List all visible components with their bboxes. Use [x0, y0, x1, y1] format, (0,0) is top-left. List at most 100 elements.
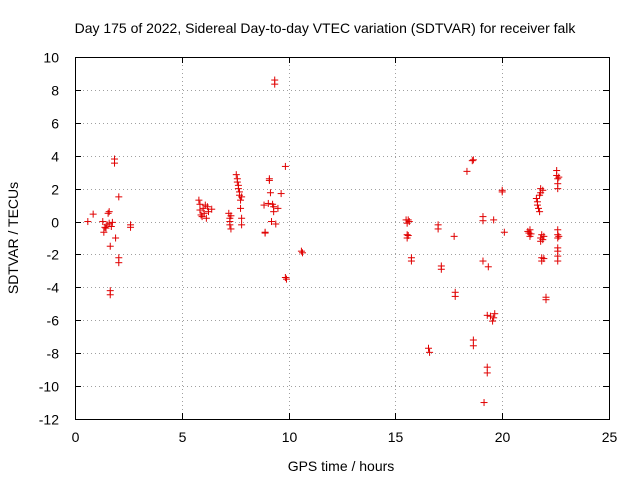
- y-tick-label: -8: [47, 346, 60, 362]
- data-point: [282, 275, 290, 283]
- x-tick-label: 5: [179, 429, 187, 445]
- data-point: [489, 317, 497, 325]
- data-point: [480, 399, 488, 407]
- data-point: [491, 310, 499, 318]
- data-point: [232, 171, 240, 179]
- data-point: [104, 209, 112, 217]
- data-point: [405, 218, 413, 226]
- data-point: [450, 232, 458, 240]
- x-tick-label: 10: [282, 429, 298, 445]
- data-point: [195, 196, 203, 204]
- data-point: [108, 218, 116, 226]
- data-point: [200, 209, 208, 217]
- x-tick-label: 0: [72, 429, 80, 445]
- axis-ticks: [75, 57, 610, 420]
- data-point: [469, 156, 477, 164]
- data-point: [233, 178, 241, 186]
- data-point: [554, 185, 562, 193]
- data-point: [479, 257, 487, 265]
- data-point: [202, 214, 210, 222]
- y-tick-label: 6: [51, 116, 59, 132]
- data-point: [100, 228, 108, 236]
- data-point: [106, 242, 114, 250]
- data-point: [261, 229, 269, 237]
- data-point: [102, 224, 110, 232]
- data-point: [197, 211, 205, 219]
- data-point: [107, 222, 115, 230]
- data-point: [277, 190, 285, 198]
- data-point: [483, 369, 491, 377]
- data-point: [226, 221, 234, 229]
- data-point: [237, 204, 245, 212]
- y-axis-label: SDTVAR / TECUs: [5, 182, 21, 294]
- data-point: [281, 273, 289, 281]
- data-point: [463, 167, 471, 175]
- data-point: [490, 314, 498, 322]
- data-point: [527, 230, 535, 238]
- plot-frame: [75, 57, 610, 420]
- data-point: [404, 232, 412, 240]
- y-tick-label: 10: [43, 50, 59, 66]
- data-point: [539, 186, 547, 194]
- data-point: [111, 159, 119, 167]
- data-point: [539, 236, 547, 244]
- data-point: [500, 228, 508, 236]
- data-point: [271, 80, 279, 88]
- data-point: [112, 234, 120, 242]
- data-point: [532, 195, 540, 203]
- data-point: [451, 292, 459, 300]
- data-point: [260, 201, 268, 209]
- data-point: [437, 265, 445, 273]
- data-point: [265, 175, 273, 183]
- data-point: [533, 201, 541, 209]
- data-point: [264, 199, 272, 207]
- data-point: [238, 214, 246, 222]
- y-tick-label: 4: [51, 149, 59, 165]
- data-point: [115, 193, 123, 201]
- data-point: [404, 216, 412, 224]
- data-point: [99, 218, 107, 226]
- y-tick-labels: -12 -10 -8 -6 -4 -2 0 2 4 6 8 10: [39, 50, 59, 428]
- data-point: [425, 344, 433, 352]
- data-point: [426, 348, 434, 356]
- data-point: [434, 225, 442, 233]
- data-point: [555, 232, 563, 240]
- data-point: [196, 206, 204, 214]
- data-point: [468, 157, 476, 165]
- data-point: [542, 296, 550, 304]
- y-tick-label: 0: [51, 215, 59, 231]
- data-point: [227, 212, 235, 220]
- data-point: [555, 173, 563, 181]
- data-point: [536, 208, 544, 216]
- data-point: [89, 210, 97, 218]
- x-axis-label: GPS time / hours: [288, 458, 395, 474]
- data-point: [127, 223, 135, 231]
- data-point: [298, 249, 306, 257]
- data-point: [498, 188, 506, 196]
- x-tick-label: 25: [602, 429, 618, 445]
- data-point: [554, 234, 562, 242]
- data-point: [234, 185, 242, 193]
- data-point: [270, 208, 278, 216]
- data-point: [208, 205, 216, 213]
- x-tick-label: 15: [388, 429, 404, 445]
- x-tick-labels: 0 5 10 15 20 25: [72, 429, 618, 445]
- data-point: [203, 203, 211, 211]
- data-point: [490, 216, 498, 224]
- y-tick-label: -12: [39, 412, 59, 428]
- data-point: [115, 259, 123, 267]
- chart-title: Day 175 of 2022, Sidereal Day-to-day VTE…: [75, 20, 577, 36]
- data-point: [105, 208, 113, 216]
- data-point: [535, 204, 543, 212]
- data-point: [469, 342, 477, 350]
- y-tick-label: -6: [47, 313, 60, 329]
- data-point: [479, 217, 487, 225]
- data-point: [268, 218, 276, 226]
- data-point: [540, 255, 548, 263]
- data-point: [266, 189, 274, 197]
- data-point: [297, 247, 305, 255]
- data-point: [407, 257, 415, 265]
- y-tick-label: -10: [39, 379, 59, 395]
- y-tick-label: -2: [47, 247, 60, 263]
